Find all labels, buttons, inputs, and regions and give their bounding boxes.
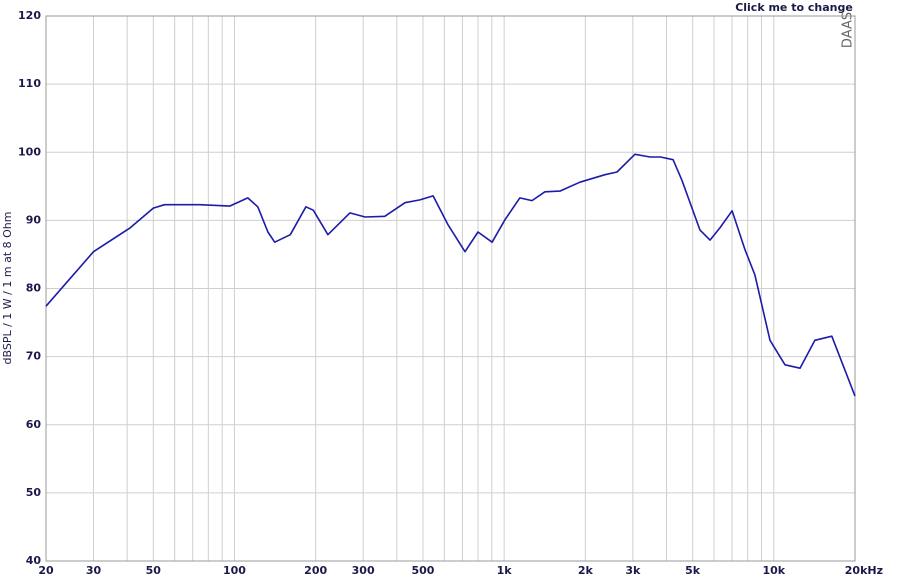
y-axis-label: dBSPL / 1 W / 1 m at 8 Ohm bbox=[1, 212, 14, 365]
watermark: DAAS bbox=[841, 12, 856, 48]
x-tick-label: 5k bbox=[685, 564, 701, 577]
y-tick-label: 50 bbox=[26, 486, 42, 499]
y-tick-label: 80 bbox=[26, 282, 42, 295]
x-tick-label: 50 bbox=[146, 564, 162, 577]
response-line bbox=[45, 153, 856, 397]
y-tick-label: 40 bbox=[26, 554, 42, 567]
plot-frame bbox=[45, 15, 856, 562]
x-tick-label: 3k bbox=[625, 564, 641, 577]
x-tick-label: 500 bbox=[411, 564, 434, 577]
x-tick-label: 30 bbox=[86, 564, 102, 577]
x-tick-label: 20 bbox=[38, 564, 54, 577]
plot bbox=[45, 153, 856, 397]
x-tick-label: 300 bbox=[352, 564, 375, 577]
change-button[interactable]: Click me to change bbox=[735, 1, 853, 14]
y-tick-label: 90 bbox=[26, 213, 42, 226]
y-tick-label: 110 bbox=[18, 77, 41, 90]
y-tick-label: 120 bbox=[18, 9, 41, 22]
x-tick-label: 100 bbox=[223, 564, 246, 577]
y-tick-label: 70 bbox=[26, 350, 42, 363]
x-tick-label: 200 bbox=[304, 564, 327, 577]
y-tick-label: 100 bbox=[18, 145, 41, 158]
x-tick-label: 2k bbox=[578, 564, 594, 577]
grid bbox=[45, 15, 856, 562]
x-tick-label: 20kHz bbox=[845, 564, 883, 577]
y-tick-label: 60 bbox=[26, 418, 42, 431]
x-tick-label: 10k bbox=[763, 564, 786, 577]
x-tick-label: 1k bbox=[497, 564, 513, 577]
